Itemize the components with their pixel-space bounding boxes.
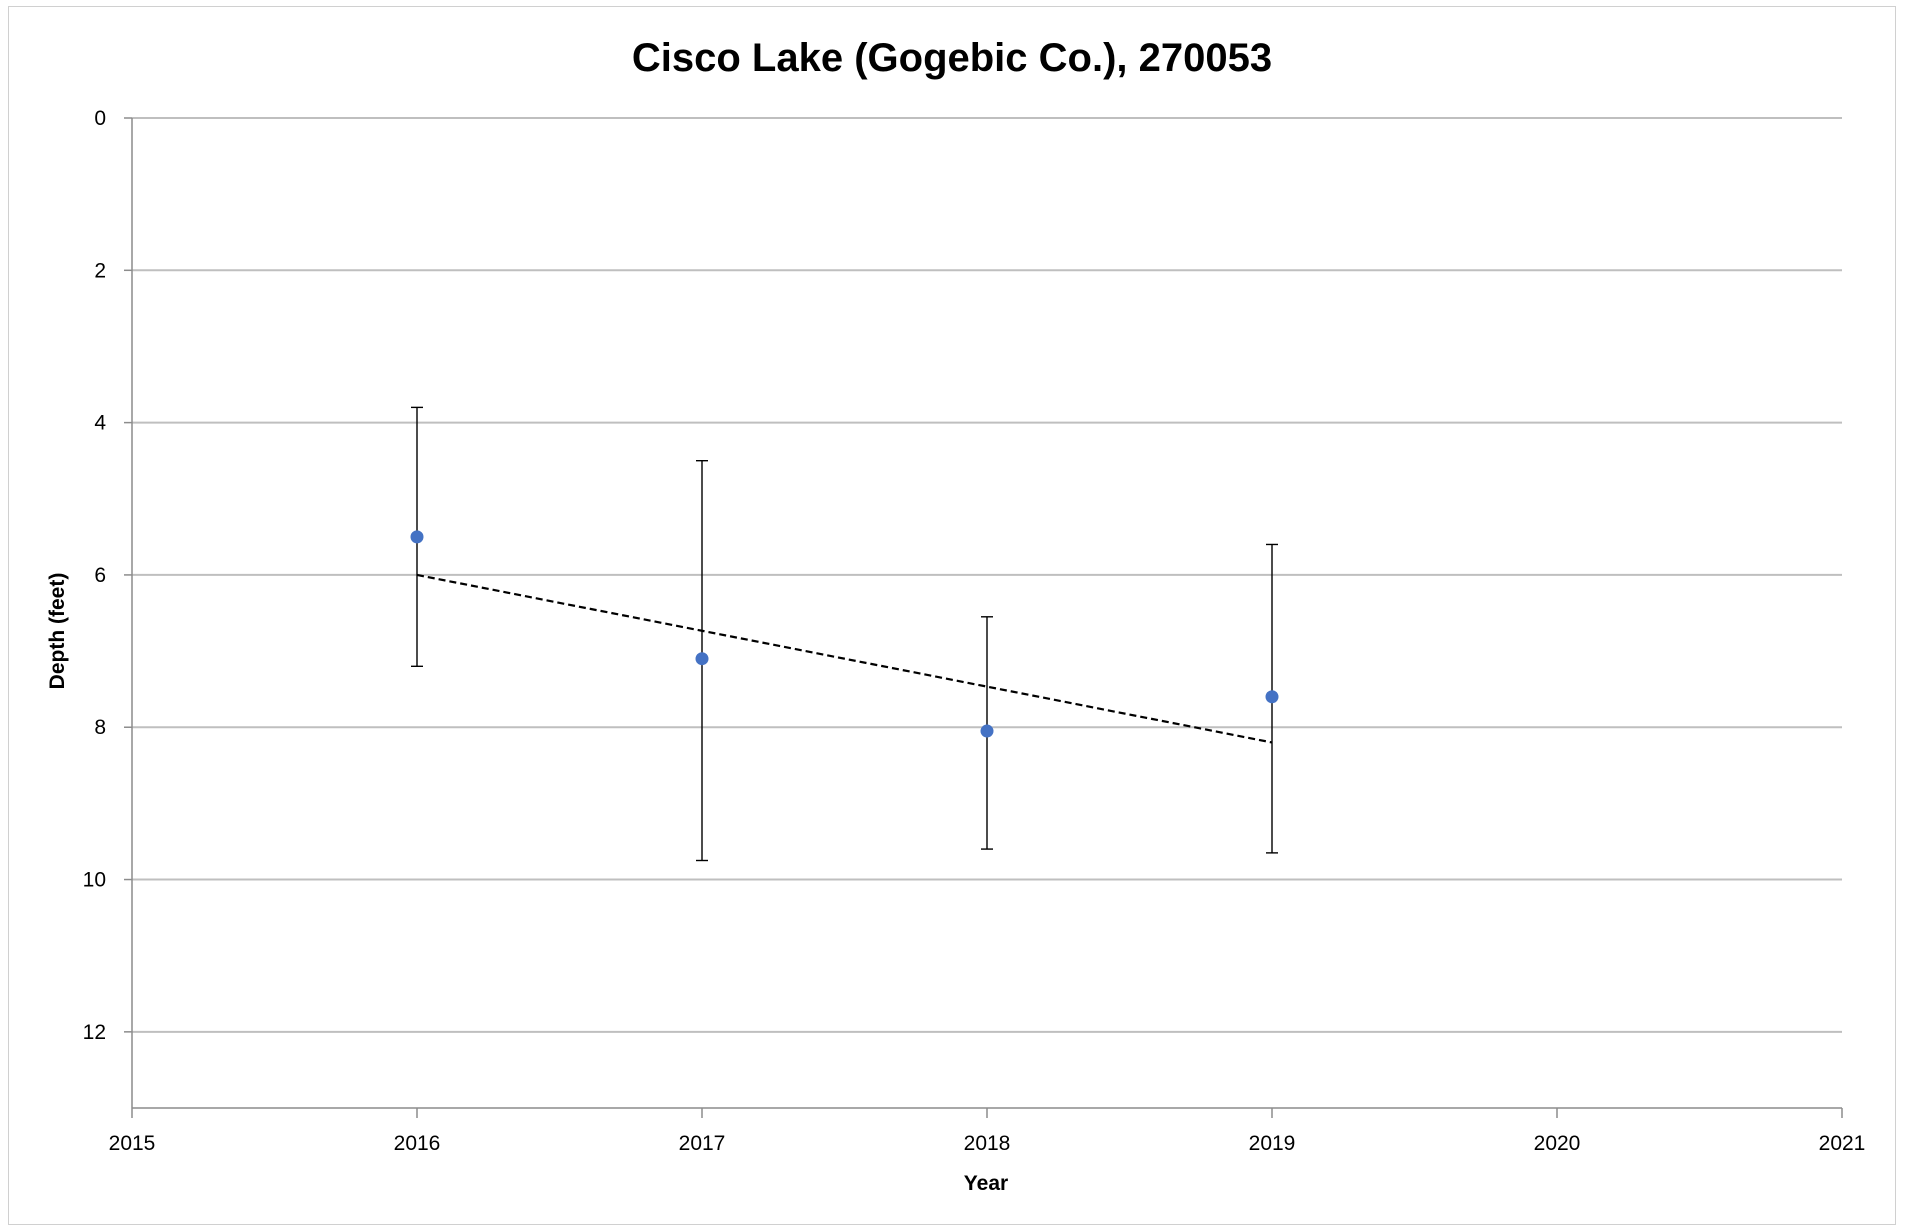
data-point-2017 — [695, 652, 709, 666]
x-tick-label-2020: 2020 — [1534, 1132, 1581, 1155]
trendline — [416, 573, 1273, 744]
x-axis-title: Year — [964, 1172, 1008, 1195]
x-tick-label-2016: 2016 — [394, 1132, 441, 1155]
tick-labels: 0 2 4 6 8 10 12 2015 2016 2017 2018 2019 2020 2021 — [83, 107, 1866, 1155]
x-tick-label-2018: 2018 — [964, 1132, 1011, 1155]
x-tick-label-2019: 2019 — [1249, 1132, 1296, 1155]
y-tick-label-10: 10 — [83, 869, 106, 892]
y-tick-label-12: 12 — [83, 1021, 106, 1044]
data-point-2016 — [410, 530, 424, 544]
data-point-2019 — [1265, 690, 1279, 704]
y-tick-label-2: 2 — [94, 259, 106, 282]
y-tick-label-8: 8 — [94, 716, 106, 739]
x-tick-label-2015: 2015 — [109, 1132, 156, 1155]
axes — [124, 117, 1843, 1118]
x-tick-label-2021: 2021 — [1819, 1132, 1866, 1155]
y-tick-label-6: 6 — [94, 564, 106, 587]
y-axis-title: Depth (feet) — [46, 573, 69, 690]
chart-title: Cisco Lake (Gogebic Co.), 270053 — [632, 36, 1272, 80]
gridlines — [132, 117, 1842, 1033]
y-tick-label-0: 0 — [94, 107, 106, 130]
chart-frame — [8, 6, 1896, 1225]
data-point-2018 — [980, 724, 994, 738]
error-bars — [411, 406, 1278, 862]
data-points — [410, 530, 1279, 738]
trendline-layer — [416, 573, 1273, 744]
x-tick-label-2017: 2017 — [679, 1132, 726, 1155]
y-tick-label-4: 4 — [94, 412, 106, 435]
